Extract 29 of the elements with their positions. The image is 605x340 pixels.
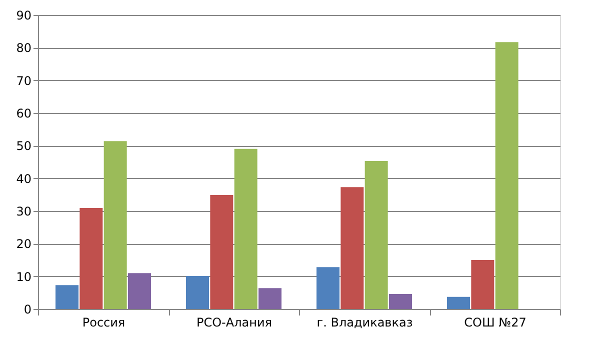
y-tick-label: 30 xyxy=(16,204,32,218)
y-tick-label: 70 xyxy=(16,74,32,88)
y-tick-label: 90 xyxy=(16,8,32,22)
y-tick-label: 80 xyxy=(16,41,32,56)
bar xyxy=(128,273,151,309)
bar xyxy=(316,267,340,309)
bar xyxy=(56,285,78,309)
bar xyxy=(234,148,258,309)
bar xyxy=(186,276,209,309)
y-tick-label: 50 xyxy=(16,139,32,154)
bar xyxy=(80,208,103,309)
bar xyxy=(364,161,388,309)
y-tick-label: 10 xyxy=(16,270,32,284)
y-tick-label: 60 xyxy=(16,106,32,120)
bar xyxy=(258,288,282,309)
y-tick-label: 20 xyxy=(16,237,32,252)
bar xyxy=(447,296,470,309)
bar xyxy=(471,260,494,309)
y-tick-label: 40 xyxy=(16,172,32,186)
bar xyxy=(389,294,412,309)
bar xyxy=(495,42,518,309)
x-tick-label: РСО-Алания xyxy=(196,316,272,330)
bar xyxy=(210,194,234,309)
bar xyxy=(104,141,127,309)
bar xyxy=(340,187,364,309)
x-tick-label: г. Владикавказ xyxy=(316,316,413,330)
x-tick-label: СОШ №27 xyxy=(464,316,526,330)
x-tick-label: Россия xyxy=(82,316,126,330)
y-tick-label: 0 xyxy=(24,302,32,316)
